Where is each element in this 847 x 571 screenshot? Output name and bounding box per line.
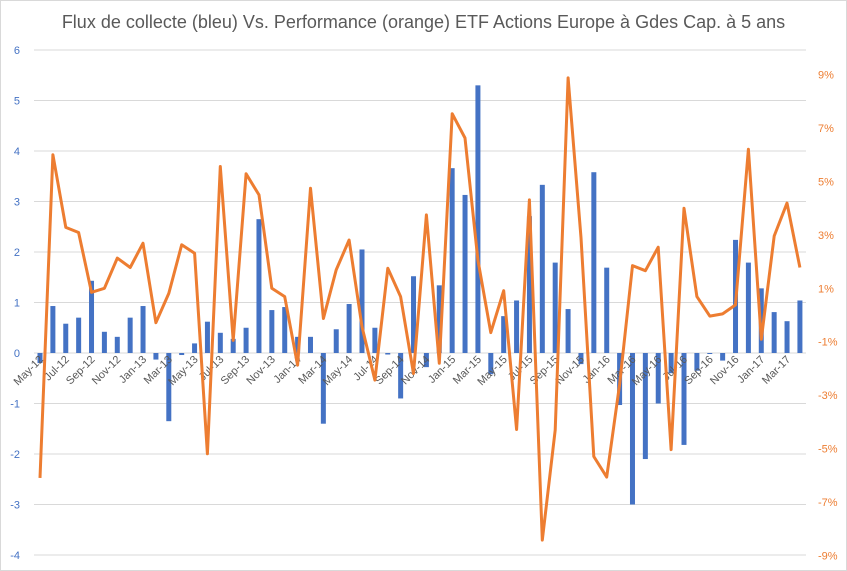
bar-flux (269, 310, 275, 353)
left-axis-tick-label: -1 (10, 399, 20, 411)
bar-flux (694, 353, 700, 371)
bar-flux (398, 353, 404, 399)
bar-flux (655, 353, 661, 404)
bar-flux (423, 353, 429, 368)
bar-flux (63, 323, 69, 353)
left-axis-tick-label: 1 (14, 298, 20, 310)
bar-flux (578, 353, 584, 365)
bar-flux (552, 262, 558, 353)
left-axis-tick-label: -3 (10, 500, 20, 512)
right-axis-tick-label: 9% (818, 70, 834, 82)
bar-flux (539, 184, 545, 353)
left-axis-tick-label: -4 (10, 550, 20, 562)
bar-flux (217, 332, 223, 353)
bar-flux (488, 353, 494, 375)
chart-title: Flux de collecte (bleu) Vs. Performance … (61, 12, 786, 32)
bar-flux (140, 306, 146, 353)
bar-flux (50, 306, 56, 353)
bar-flux (230, 338, 236, 353)
bar-flux (436, 285, 442, 353)
bar-flux (449, 168, 455, 353)
right-axis-tick-label: 1% (818, 283, 834, 295)
right-axis-tick-label: 3% (818, 230, 834, 242)
bar-flux (256, 219, 262, 353)
bar-flux (243, 327, 249, 353)
bar-flux (720, 353, 726, 361)
bar-flux (333, 329, 339, 353)
bar-flux (629, 353, 635, 505)
bar-flux (385, 353, 391, 355)
bar-flux (320, 353, 326, 424)
right-axis-tick-label: -7% (818, 497, 838, 509)
bar-flux (372, 327, 378, 353)
left-axis-tick-label: 3 (14, 197, 20, 209)
left-axis-tick-label: 5 (14, 96, 20, 108)
bar-flux (501, 316, 507, 353)
bar-flux (307, 336, 313, 353)
left-axis-tick-label: 2 (14, 247, 20, 259)
bar-flux (359, 249, 365, 353)
bar-flux (37, 353, 43, 364)
left-axis-tick-label: 4 (14, 146, 20, 158)
bar-flux (771, 312, 777, 353)
bar-flux (514, 300, 520, 353)
bar-flux (642, 353, 648, 460)
bar-flux (101, 331, 107, 353)
bar-flux (565, 309, 571, 353)
bar-flux (166, 353, 172, 422)
bar-flux (411, 276, 417, 353)
bar-flux (604, 267, 610, 353)
x-axis-tick-label: Nov-12 (90, 354, 124, 388)
left-axis-tick-label: -2 (10, 449, 20, 461)
bar-flux (707, 353, 713, 355)
bar-flux (668, 353, 674, 374)
right-axis-tick-label: -3% (818, 390, 838, 402)
x-axis-tick-label: Mar-17 (760, 354, 793, 387)
right-axis-tick-label: 7% (818, 123, 834, 135)
bar-flux (745, 262, 751, 353)
right-axis-tick-label: -9% (818, 550, 838, 562)
right-axis-tick-label: -1% (818, 337, 838, 349)
bar-flux (76, 317, 82, 353)
bar-flux (127, 317, 133, 353)
bar-flux (192, 343, 198, 353)
bar-flux (681, 353, 687, 445)
right-axis-tick-label: 5% (818, 177, 834, 189)
left-axis-tick-label: 0 (14, 348, 20, 360)
performance-line (38, 76, 802, 542)
bar-flux (89, 280, 95, 353)
right-axis-tick-label: -5% (818, 444, 838, 456)
bar-flux (346, 304, 352, 353)
bar-flux (179, 353, 185, 356)
bar-flux (475, 85, 481, 353)
bar-flux (114, 336, 120, 353)
bar-flux (204, 321, 210, 353)
bar-flux (797, 300, 803, 353)
bar-flux (153, 353, 159, 360)
bar-flux (282, 307, 288, 353)
bar-flux (784, 321, 790, 353)
x-axis-tick-label: Nov-13 (244, 354, 278, 388)
left-axis-tick-label: 6 (14, 45, 20, 57)
bar-flux (526, 216, 532, 353)
bar-flux (591, 172, 597, 353)
bar-flux (462, 194, 468, 353)
